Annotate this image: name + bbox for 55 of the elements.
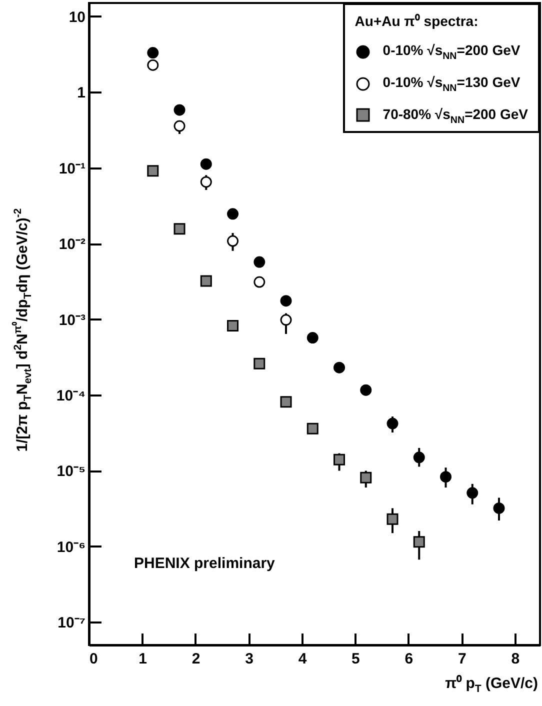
point <box>280 396 292 408</box>
legend-label: 0-10% √s$_{NN}$=130 GeV <box>382 74 520 94</box>
annotation: PHENIX preliminary <box>134 555 276 572</box>
point <box>413 452 425 464</box>
point <box>386 418 398 430</box>
point <box>334 454 346 466</box>
point <box>227 235 239 247</box>
x-tick-label: 1 <box>138 650 147 668</box>
point <box>386 513 398 525</box>
point <box>174 120 186 132</box>
x-tick-label: 2 <box>192 650 200 668</box>
point <box>413 536 425 548</box>
legend-label: 0-10% √s$_{NN}$=200 GeV <box>382 42 520 62</box>
y-tick-label: 10⁻⁶ <box>56 538 86 556</box>
x-tick-label: 5 <box>352 650 360 668</box>
x-tick-label: 8 <box>511 650 520 668</box>
x-tick-label: 7 <box>458 650 466 668</box>
y-tick-label: 10⁻¹ <box>58 160 86 178</box>
point <box>200 158 212 170</box>
y-tick-label: 10⁻³ <box>58 312 86 329</box>
point <box>254 358 266 370</box>
point <box>227 320 239 332</box>
point <box>360 472 372 484</box>
x-axis-title: π⁰ p$_{T}$ (GeV/c) <box>445 674 538 695</box>
y-tick-label: 10 <box>68 8 86 26</box>
point <box>227 208 239 220</box>
y-tick-label: 1 <box>77 84 86 102</box>
y-tick-label: 10⁻⁴ <box>56 388 86 404</box>
point <box>254 256 266 268</box>
point <box>440 471 452 483</box>
point <box>147 165 159 177</box>
point <box>147 47 159 59</box>
legend-title: Au+Au π⁰ spectra: <box>354 12 480 30</box>
point <box>360 384 372 396</box>
point <box>200 176 212 188</box>
point <box>200 275 212 287</box>
point <box>306 332 318 344</box>
x-tick-label: 3 <box>245 650 254 668</box>
point <box>147 59 159 71</box>
point <box>174 223 186 235</box>
point <box>174 104 186 116</box>
point <box>306 422 318 434</box>
point <box>466 487 478 499</box>
y-tick-label: 10⁻⁷ <box>58 614 86 632</box>
legend-label: 70-80% √s$_{NN}$=200 GeV <box>382 106 528 126</box>
x-tick-label: 6 <box>404 650 414 668</box>
point <box>334 362 346 374</box>
point <box>493 502 505 514</box>
y-tick-label: 10⁻⁵ <box>56 463 86 480</box>
point <box>280 295 292 307</box>
point <box>280 314 292 326</box>
x-tick-label: 4 <box>298 650 308 668</box>
x-tick-label: 0 <box>90 650 98 668</box>
y-tick-label: 10⁻² <box>58 236 86 254</box>
point <box>254 276 266 288</box>
